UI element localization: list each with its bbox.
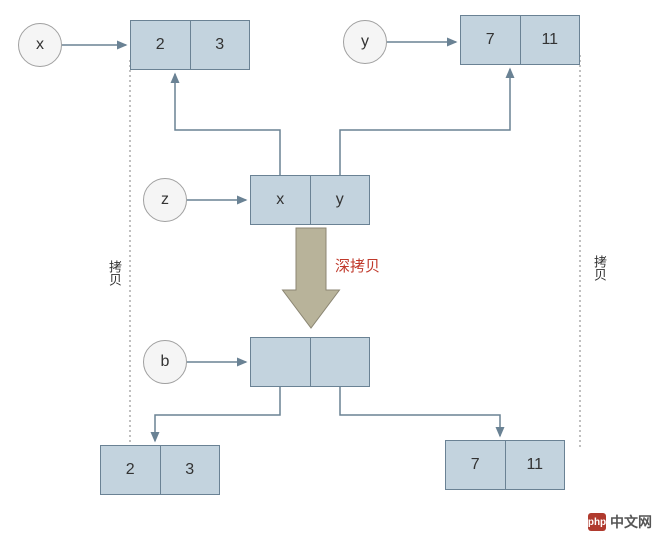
variable-x-label: x — [36, 36, 44, 54]
cell — [310, 338, 370, 386]
cell-value: 11 — [526, 456, 543, 474]
cell: 11 — [520, 16, 580, 64]
cell: 3 — [190, 21, 250, 69]
cell: 2 — [101, 446, 160, 494]
variable-y-label: y — [361, 33, 369, 51]
cell-value: 11 — [541, 31, 558, 49]
cell-value: 7 — [471, 456, 480, 474]
copy-left-label: 拷贝 — [105, 260, 124, 286]
variable-b-label: b — [161, 353, 170, 371]
variable-y-node: y — [343, 20, 387, 64]
cell-value: x — [276, 191, 284, 209]
y-list-box: 7 11 — [460, 15, 580, 65]
variable-b-node: b — [143, 340, 187, 384]
cell: 11 — [505, 441, 565, 489]
diagram-canvas: x y z b 2 3 7 11 x y 2 3 7 11 深拷贝 拷贝 拷贝 … — [0, 0, 662, 540]
y-copy-box: 7 11 — [445, 440, 565, 490]
watermark: php 中文网 — [588, 512, 652, 532]
deep-copy-label: 深拷贝 — [335, 255, 380, 276]
cell-value: 2 — [126, 461, 135, 479]
cell: 2 — [131, 21, 190, 69]
cell — [251, 338, 310, 386]
cell: 3 — [160, 446, 220, 494]
x-list-box: 2 3 — [130, 20, 250, 70]
watermark-logo: php — [588, 513, 606, 531]
cell-value: 3 — [185, 461, 194, 479]
cell: 7 — [446, 441, 505, 489]
cell-value: 3 — [215, 36, 224, 54]
cell: x — [251, 176, 310, 224]
cell-value: y — [336, 191, 344, 209]
cell-value: 2 — [156, 36, 165, 54]
variable-z-node: z — [143, 178, 187, 222]
variable-z-label: z — [161, 191, 169, 209]
x-copy-box: 2 3 — [100, 445, 220, 495]
cell-value: 7 — [486, 31, 495, 49]
variable-x-node: x — [18, 23, 62, 67]
copy-right-label: 拷贝 — [590, 255, 609, 281]
cell: 7 — [461, 16, 520, 64]
watermark-text: 中文网 — [610, 512, 652, 532]
b-list-box — [250, 337, 370, 387]
z-list-box: x y — [250, 175, 370, 225]
cell: y — [310, 176, 370, 224]
